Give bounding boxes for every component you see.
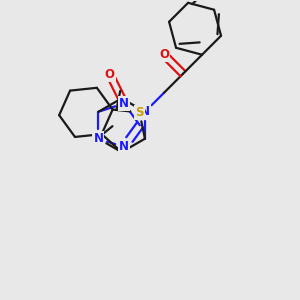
Text: O: O: [105, 68, 115, 81]
Text: N: N: [119, 97, 129, 110]
Text: N: N: [140, 105, 150, 118]
Text: O: O: [159, 48, 169, 61]
Text: S: S: [135, 106, 144, 119]
Text: N: N: [119, 140, 129, 154]
Text: N: N: [93, 132, 103, 145]
